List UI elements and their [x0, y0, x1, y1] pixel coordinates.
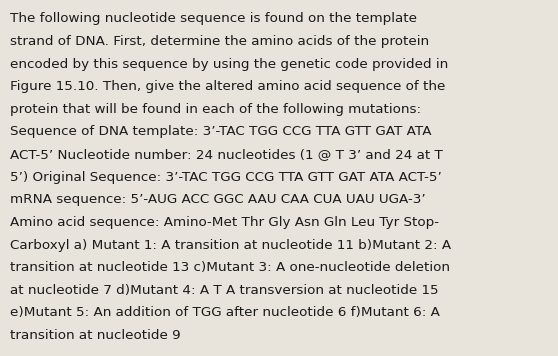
Text: Figure 15.10. Then, give the altered amino acid sequence of the: Figure 15.10. Then, give the altered ami… — [10, 80, 445, 93]
Text: transition at nucleotide 9: transition at nucleotide 9 — [10, 329, 181, 342]
Text: Carboxyl a) Mutant 1: A transition at nucleotide 11 b)Mutant 2: A: Carboxyl a) Mutant 1: A transition at nu… — [10, 239, 451, 252]
Text: at nucleotide 7 d)Mutant 4: A T A transversion at nucleotide 15: at nucleotide 7 d)Mutant 4: A T A transv… — [10, 284, 439, 297]
Text: The following nucleotide sequence is found on the template: The following nucleotide sequence is fou… — [10, 12, 417, 26]
Text: ACT-5’ Nucleotide number: 24 nucleotides (1 @ T 3’ and 24 at T: ACT-5’ Nucleotide number: 24 nucleotides… — [10, 148, 443, 161]
Text: protein that will be found in each of the following mutations:: protein that will be found in each of th… — [10, 103, 421, 116]
Text: encoded by this sequence by using the genetic code provided in: encoded by this sequence by using the ge… — [10, 58, 448, 71]
Text: Sequence of DNA template: 3’-TAC TGG CCG TTA GTT GAT ATA: Sequence of DNA template: 3’-TAC TGG CCG… — [10, 126, 431, 138]
Text: mRNA sequence: 5’-AUG ACC GGC AAU CAA CUA UAU UGA-3’: mRNA sequence: 5’-AUG ACC GGC AAU CAA CU… — [10, 193, 426, 206]
Text: strand of DNA. First, determine the amino acids of the protein: strand of DNA. First, determine the amin… — [10, 35, 429, 48]
Text: 5’) Original Sequence: 3’-TAC TGG CCG TTA GTT GAT ATA ACT-5’: 5’) Original Sequence: 3’-TAC TGG CCG TT… — [10, 171, 442, 184]
Text: e)Mutant 5: An addition of TGG after nucleotide 6 f)Mutant 6: A: e)Mutant 5: An addition of TGG after nuc… — [10, 306, 440, 319]
Text: transition at nucleotide 13 c)Mutant 3: A one-nucleotide deletion: transition at nucleotide 13 c)Mutant 3: … — [10, 261, 450, 274]
Text: Amino acid sequence: Amino-Met Thr Gly Asn Gln Leu Tyr Stop-: Amino acid sequence: Amino-Met Thr Gly A… — [10, 216, 439, 229]
